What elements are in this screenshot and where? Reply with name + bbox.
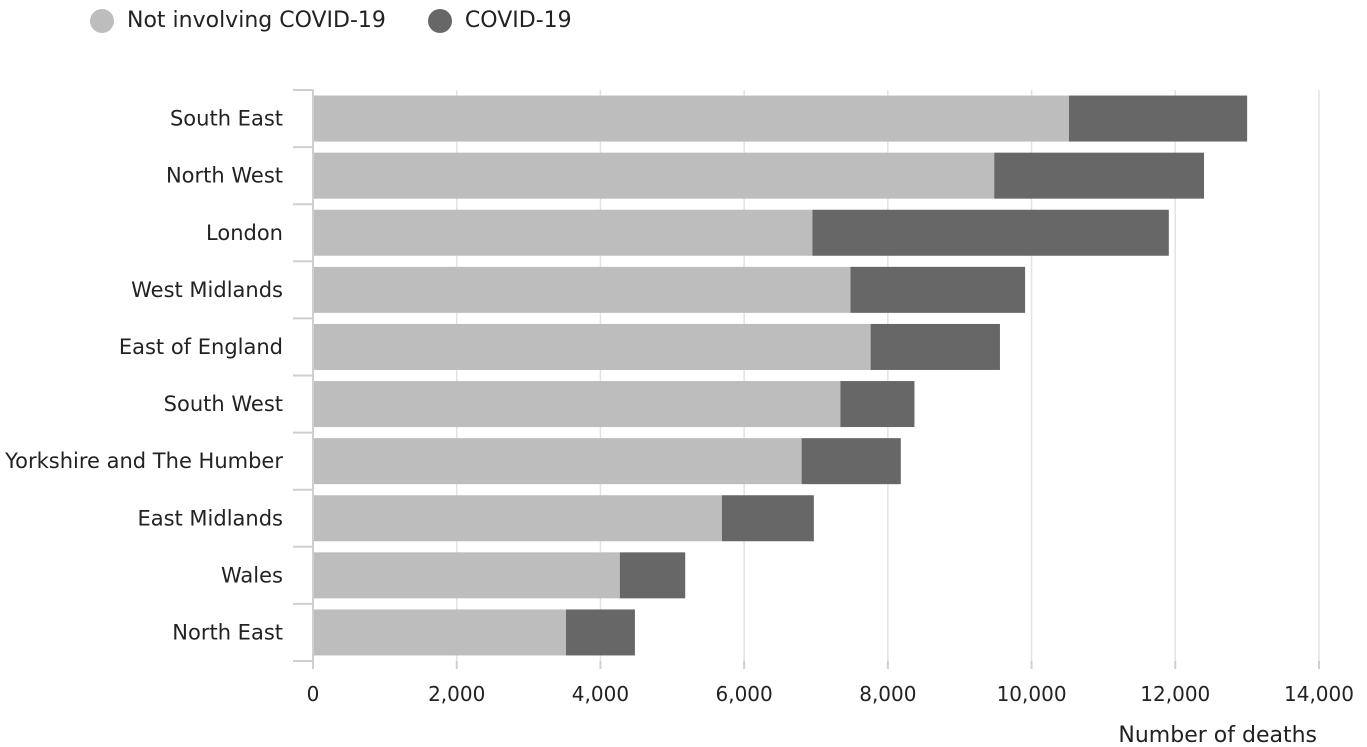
legend-swatch-covid — [427, 8, 452, 33]
category-label: Wales — [221, 563, 283, 587]
x-tick-label: 2,000 — [428, 682, 485, 706]
x-axis-label: Number of deaths — [1118, 723, 1317, 747]
legend-item-not-covid[interactable]: Not involving COVID-19 — [90, 8, 386, 33]
bar-segment[interactable] — [619, 552, 686, 599]
bar-segment[interactable] — [313, 552, 620, 599]
category-label: South East — [170, 107, 283, 131]
bar-segment[interactable] — [812, 209, 1169, 256]
axes — [293, 89, 1320, 669]
x-tick-label: 4,000 — [572, 682, 629, 706]
category-label: London — [206, 221, 283, 245]
bar-segment[interactable] — [565, 609, 635, 656]
category-label: North West — [166, 164, 283, 188]
x-tick-label: 8,000 — [859, 682, 916, 706]
x-tick-label: 12,000 — [1140, 682, 1210, 706]
category-label: South West — [164, 392, 283, 416]
bar-segment[interactable] — [313, 381, 841, 428]
bar-segment[interactable] — [313, 209, 813, 256]
bar-segment[interactable] — [313, 95, 1069, 142]
category-label: East of England — [119, 335, 283, 359]
legend-label-covid: COVID-19 — [464, 8, 572, 33]
bars — [313, 95, 1248, 656]
bar-segment[interactable] — [840, 381, 915, 428]
x-tick-label: 0 — [307, 682, 320, 706]
bar-segment[interactable] — [870, 323, 1000, 370]
x-tick-label: 6,000 — [716, 682, 773, 706]
legend-swatch-not-covid — [90, 8, 114, 33]
legend-label-not-covid: Not involving COVID-19 — [127, 8, 386, 33]
bar-segment[interactable] — [313, 609, 566, 656]
bar-segment[interactable] — [313, 152, 995, 199]
category-label: West Midlands — [131, 278, 283, 302]
bar-segment[interactable] — [313, 266, 851, 313]
bar-segment[interactable] — [721, 495, 814, 542]
bar-segment[interactable] — [313, 495, 722, 542]
bar-segment[interactable] — [1068, 95, 1248, 142]
x-tick-label: 10,000 — [997, 682, 1067, 706]
legend-item-covid[interactable]: COVID-19 — [427, 8, 572, 33]
category-label: Yorkshire and The Humber — [4, 449, 283, 473]
x-tick-labels: 0 2,000 4,000 6,000 8,000 10,000 12,000 14,000 — [307, 682, 1354, 706]
bar-segment[interactable] — [801, 438, 901, 485]
bar-segment[interactable] — [313, 438, 802, 485]
bar-segment[interactable] — [994, 152, 1205, 199]
legend: Not involving COVID-19 COVID-19 — [90, 8, 614, 33]
category-label: East Midlands — [137, 506, 283, 530]
category-labels: South East North West London West Midlands E… — [4, 107, 283, 645]
bar-segment[interactable] — [850, 266, 1026, 313]
x-tick-label: 14,000 — [1284, 682, 1354, 706]
bar-segment[interactable] — [313, 323, 871, 370]
category-label: North East — [172, 620, 283, 644]
